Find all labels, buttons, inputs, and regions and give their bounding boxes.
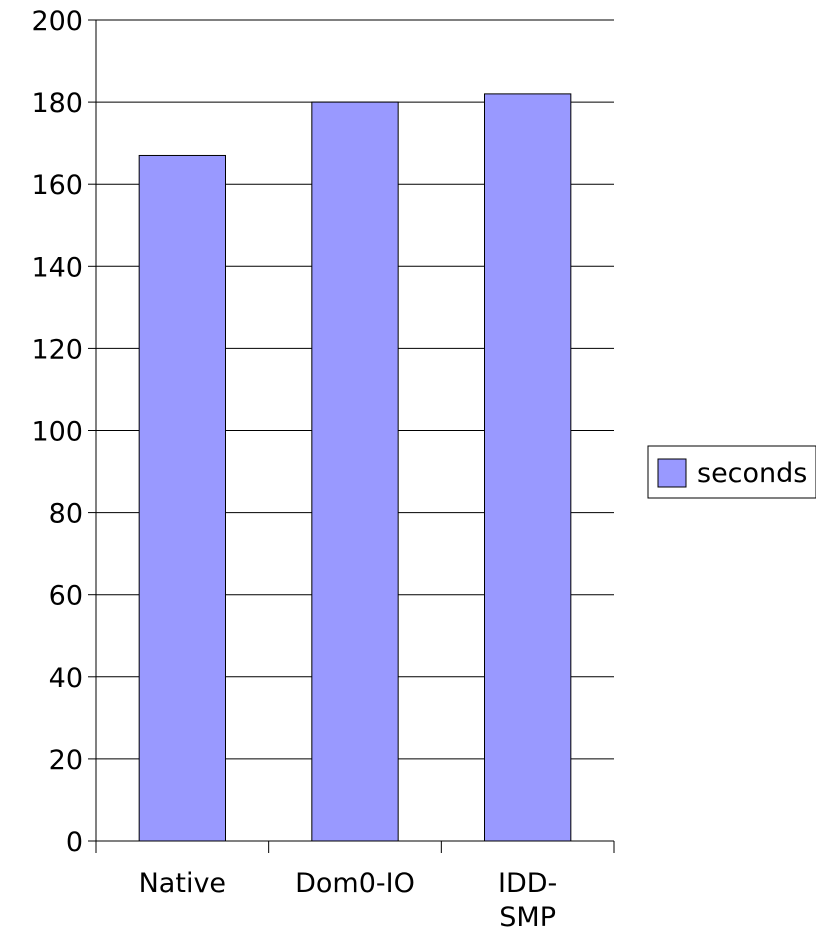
- legend-swatch: [657, 458, 687, 488]
- legend: seconds: [647, 445, 816, 499]
- legend-label: seconds: [697, 458, 807, 489]
- y-tick-label: 100: [31, 417, 83, 448]
- y-tick-label: 200: [31, 6, 83, 37]
- bar: [138, 154, 227, 842]
- x-category-label: IDD-SMP: [498, 868, 557, 933]
- y-tick-label: 60: [49, 581, 83, 612]
- y-axis-ticks: 0 20 40 60 80 100 120 140 160 180 200: [31, 6, 96, 858]
- x-category-label: Dom0-IO: [295, 868, 415, 899]
- y-tick-label: 120: [31, 334, 83, 365]
- y-tick-label: 180: [31, 88, 83, 119]
- bars: [138, 93, 572, 842]
- y-tick-label: 20: [49, 745, 83, 776]
- y-tick-label: 160: [31, 170, 83, 201]
- y-tick-label: 80: [49, 499, 83, 530]
- y-tick-label: 140: [31, 252, 83, 283]
- y-tick-label: 0: [66, 827, 83, 858]
- bar: [311, 101, 399, 842]
- x-category-label: Native: [139, 868, 226, 899]
- y-tick-label: 40: [49, 663, 83, 694]
- x-axis-labels: Native Dom0-IO IDD-SMP: [139, 868, 558, 933]
- bar: [484, 93, 572, 842]
